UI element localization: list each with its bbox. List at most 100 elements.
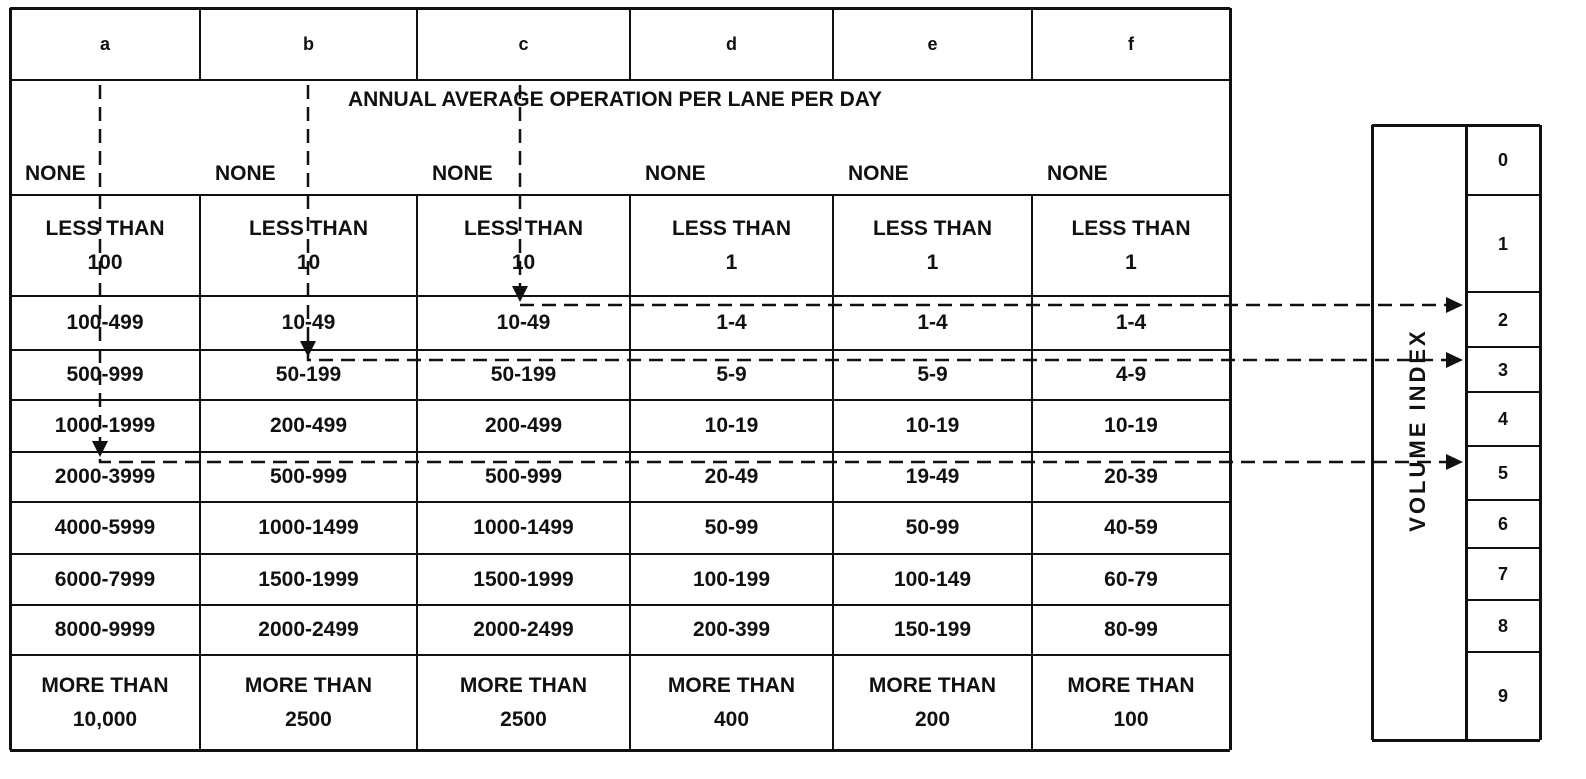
table-cell: 5-9: [630, 350, 833, 400]
cell-none: NONE: [432, 162, 493, 185]
cell-text: 6000-7999: [54, 567, 156, 591]
cell-text: 100-199: [692, 567, 771, 591]
cell-text: 100: [87, 250, 123, 274]
table-cell: 1500-1999: [417, 554, 630, 605]
column-header-b: b: [200, 8, 417, 80]
cell-text: 400: [713, 707, 750, 731]
cell-text: 10: [511, 250, 536, 274]
cell-text: 19-49: [905, 465, 960, 488]
row-divider: [10, 604, 1230, 606]
table-cell: 40-59: [1032, 502, 1230, 554]
cell-text: 200: [914, 707, 951, 731]
cell-text: 2000-2499: [258, 618, 359, 641]
cell-text: 10-49: [496, 311, 551, 334]
table-cell: 60-79: [1032, 554, 1230, 605]
table-cell: 500-999: [200, 452, 417, 502]
cell-text: 10-19: [704, 414, 759, 437]
table-cell: 19-49: [833, 452, 1032, 502]
grid-line: [832, 195, 834, 750]
table-cell: 4000-5999: [10, 502, 200, 554]
cell-text: 2500: [285, 707, 332, 731]
cell-text: 10,000: [72, 707, 138, 731]
table-cell: 5-9: [833, 350, 1032, 400]
volume-index-value: 0: [1466, 125, 1540, 195]
table-cell: MORE THAN 2500: [200, 655, 417, 750]
table-cell: 500-999: [417, 452, 630, 502]
cell-text: 1000-1499: [258, 516, 359, 539]
table-cell: 150-199: [833, 605, 1032, 655]
cell-text: 50-199: [275, 363, 342, 386]
cell-text: 200-499: [269, 414, 348, 437]
table-cell: 80-99: [1032, 605, 1230, 655]
table-border: [1229, 8, 1232, 750]
cell-text: c: [518, 34, 529, 54]
table-cell: MORE THAN 2500: [417, 655, 630, 750]
row-divider: [10, 451, 1230, 453]
table-cell: 8000-9999: [10, 605, 200, 655]
table-cell: 200-499: [200, 400, 417, 452]
cell-text: e: [927, 34, 938, 54]
cell-none: NONE: [848, 162, 909, 185]
table-cell: 1000-1999: [10, 400, 200, 452]
table-cell: 2000-2499: [200, 605, 417, 655]
cell-text: 50-99: [905, 516, 960, 539]
cell-text: 4-9: [1115, 363, 1147, 386]
volume-index-value: 7: [1466, 548, 1540, 600]
table-cell: 100-499: [10, 296, 200, 350]
volume-index-value: 2: [1466, 292, 1540, 347]
cell-text: 5-9: [716, 363, 747, 386]
cell-text: LESS THAN: [463, 216, 583, 240]
cell-text: 1: [1125, 250, 1137, 274]
column-header-a: a: [10, 8, 200, 80]
volume-index-border: [1372, 124, 1540, 127]
cell-text: MORE THAN: [244, 673, 373, 697]
cell-text: 6: [1497, 514, 1508, 534]
table-title: ANNUAL AVERAGE OPERATION PER LANE PER DA…: [347, 88, 882, 111]
dashed-path-c: [518, 85, 1450, 307]
volume-index-row-divider: [1466, 445, 1540, 447]
cell-text: LESS THAN: [671, 216, 791, 240]
cell-text: LESS THAN: [872, 216, 992, 240]
cell-text: 60-79: [1104, 567, 1158, 591]
cell-text: 0: [1497, 150, 1508, 170]
cell-text: 100-499: [66, 311, 144, 334]
cell-text: b: [303, 34, 314, 54]
cell-text: 8000-9999: [54, 618, 156, 641]
row-divider: [10, 295, 1230, 297]
cell-none: NONE: [215, 162, 276, 185]
volume-index-value: 4: [1466, 392, 1540, 446]
cell-text: 7: [1497, 564, 1508, 584]
cell-text: 500-999: [66, 363, 144, 386]
dashed-path-a: [98, 85, 1450, 464]
grid-line: [832, 8, 834, 80]
cell-text: 1000-1499: [473, 516, 574, 539]
table-cell: LESS THAN 100: [10, 195, 200, 296]
table-cell: 2000-3999: [10, 452, 200, 502]
cell-text: MORE THAN: [41, 673, 169, 697]
cell-text: 4000-5999: [54, 516, 156, 539]
column-header-d: d: [630, 8, 833, 80]
table-cell: 10-19: [833, 400, 1032, 452]
table-cell: LESS THAN 1: [1032, 195, 1230, 296]
volume-index-border: [1371, 125, 1374, 740]
table-cell: 20-49: [630, 452, 833, 502]
dashed-path-b: [306, 85, 1450, 362]
cell-text: 80-99: [1104, 618, 1158, 641]
cell-text: 20-39: [1104, 465, 1158, 488]
table-cell: 1000-1499: [417, 502, 630, 554]
cell-text: 4: [1497, 409, 1508, 429]
volume-index-border: [1539, 125, 1542, 740]
grid-line: [416, 195, 418, 750]
grid-line: [629, 8, 631, 80]
column-header-c: c: [417, 8, 630, 80]
arrow-down-icon: [92, 441, 108, 457]
cell-text: 100: [1113, 707, 1149, 731]
volume-index-divider: [1465, 125, 1468, 740]
volume-index-row-divider: [1466, 346, 1540, 348]
table-cell: 10-49: [417, 296, 630, 350]
cell-text: 2: [1497, 309, 1508, 330]
cell-text: 5: [1497, 463, 1508, 483]
cell-text: 20-49: [704, 465, 759, 488]
cell-text: 1-4: [716, 311, 747, 334]
